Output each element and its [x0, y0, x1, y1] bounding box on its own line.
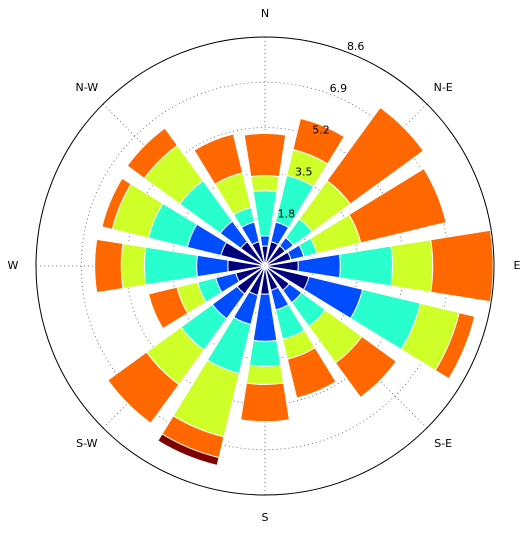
- direction-label: W: [8, 259, 19, 272]
- axis-boundary: [35, 36, 495, 496]
- wind-bar: [338, 245, 393, 287]
- r-tick-label: 3.5: [295, 166, 313, 179]
- direction-label: S-E: [434, 437, 452, 450]
- wind-bar: [430, 229, 494, 303]
- wind-bar: [147, 293, 164, 329]
- wind-bar: [252, 190, 278, 237]
- r-tick-label: 1.8: [278, 207, 296, 220]
- wind-bar: [126, 127, 166, 167]
- wind-bar: [157, 433, 220, 466]
- wind-bar: [196, 254, 229, 278]
- wind-bar: [240, 419, 290, 423]
- wind-bar: [143, 246, 198, 286]
- direction-label: N: [261, 7, 269, 20]
- direction-label: N-E: [434, 81, 453, 94]
- direction-label: N-W: [75, 81, 98, 94]
- wind-bar: [243, 132, 287, 178]
- wind-bar: [259, 235, 271, 247]
- wind-bar: [390, 239, 434, 293]
- wind-bar: [248, 339, 282, 367]
- direction-label: E: [514, 259, 521, 272]
- r-tick-label: 6.9: [330, 82, 348, 95]
- direction-label: S: [262, 511, 269, 524]
- wind-bar: [240, 382, 290, 423]
- direction-label: S-W: [76, 437, 98, 450]
- wind-bar: [120, 242, 147, 290]
- wind-bar: [245, 364, 285, 385]
- wind-bar: [244, 132, 286, 136]
- r-tick-label: 8.6: [347, 40, 365, 53]
- wind-bar: [297, 253, 341, 279]
- wind-bar: [250, 174, 280, 193]
- wind-bar: [300, 117, 345, 138]
- wind-bar: [379, 107, 424, 152]
- r-tick-label: 5.2: [312, 124, 330, 137]
- wind-bar: [94, 239, 98, 293]
- wind-bar: [94, 238, 124, 294]
